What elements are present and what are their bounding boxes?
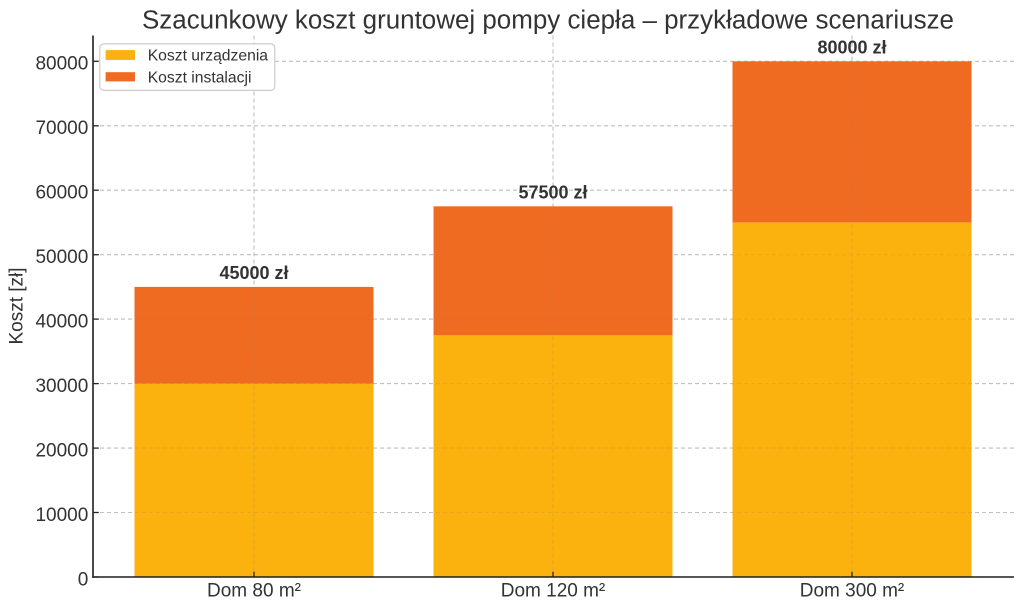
svg-text:Koszt urządzenia: Koszt urządzenia (148, 48, 269, 65)
svg-text:50000: 50000 (35, 247, 88, 268)
svg-text:Dom 300 m²: Dom 300 m² (800, 581, 905, 602)
svg-text:0: 0 (78, 569, 89, 590)
svg-text:60000: 60000 (35, 183, 88, 204)
svg-text:45000 zł: 45000 zł (219, 263, 288, 283)
svg-text:Koszt instalacji: Koszt instalacji (148, 69, 252, 86)
svg-text:57500 zł: 57500 zł (518, 182, 587, 202)
svg-text:20000: 20000 (35, 441, 88, 462)
svg-text:Koszt [zł]: Koszt [zł] (7, 267, 28, 344)
svg-text:40000: 40000 (35, 312, 88, 333)
svg-text:70000: 70000 (35, 118, 88, 139)
svg-text:30000: 30000 (35, 376, 88, 397)
svg-text:Dom 120 m²: Dom 120 m² (501, 581, 606, 602)
svg-text:Szacunkowy koszt gruntowej pom: Szacunkowy koszt gruntowej pompy ciepła … (142, 7, 954, 35)
svg-text:80000 zł: 80000 zł (817, 37, 886, 57)
svg-text:10000: 10000 (35, 505, 88, 526)
svg-text:Dom 80 m²: Dom 80 m² (207, 581, 301, 602)
svg-text:80000: 80000 (35, 54, 88, 75)
